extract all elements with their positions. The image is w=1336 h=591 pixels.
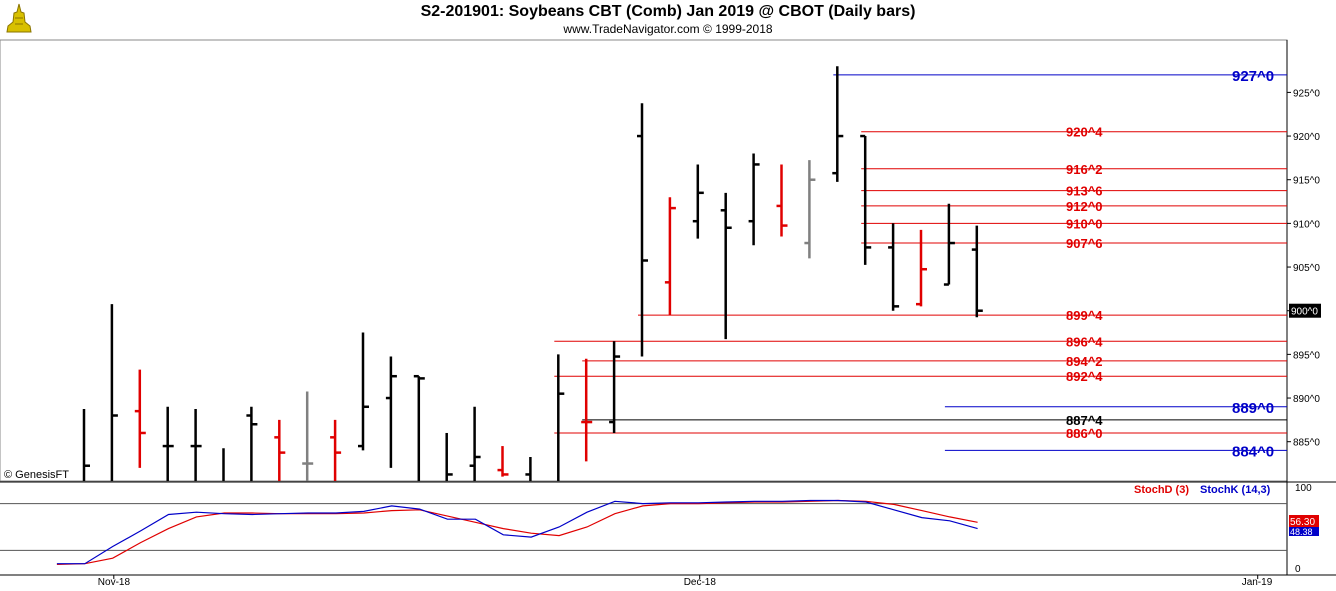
- ohlc-bar: [943, 203, 955, 286]
- level-label: 887^4: [1066, 413, 1103, 428]
- chart-title: S2-201901: Soybeans CBT (Comb) Jan 2019 …: [420, 3, 916, 20]
- ohlc-bar: [110, 304, 118, 481]
- ohlc-bar: [748, 153, 760, 246]
- ohlc-bar: [358, 332, 369, 451]
- ohlc-bars: [82, 66, 983, 481]
- ohlc-bar: [82, 408, 90, 481]
- ohlc-bar: [720, 192, 732, 340]
- price-axis: 925^0 920^0 915^0 910^0 905^0 900^0 895^0 890^0…: [1287, 88, 1321, 449]
- chart-frame: [0, 39, 1336, 575]
- ohlc-bar: [190, 408, 202, 481]
- ohlc-bar: [246, 406, 258, 481]
- ohlc-bar: [609, 341, 621, 433]
- price-tick-label: 920^0: [1293, 132, 1320, 143]
- ohlc-bar: [497, 446, 509, 477]
- ohlc-bar: [274, 419, 286, 481]
- tradenavigator-logo-icon: [4, 2, 34, 39]
- price-tick-label: 915^0: [1293, 176, 1320, 187]
- level-label: 916^2: [1066, 162, 1103, 177]
- watermark: © GenesisFT: [4, 469, 69, 481]
- ohlc-bar: [888, 223, 900, 311]
- level-label: 912^0: [1066, 199, 1103, 214]
- ohlc-bar: [525, 456, 532, 481]
- date-tick-label: Dec-18: [684, 577, 717, 588]
- price-tick-label: 925^0: [1293, 88, 1320, 99]
- ohlc-bar: [776, 164, 788, 237]
- ohlc-bar: [385, 356, 397, 468]
- stoch-k-line: [56, 499, 978, 565]
- ohlc-bar: [692, 164, 704, 239]
- ohlc-bar: [804, 160, 816, 259]
- last-price-label: 900^0: [1291, 307, 1318, 318]
- date-axis: Nov-18 Dec-18 Jan-19: [98, 575, 1273, 588]
- chart-subtitle: www.TradeNavigator.com © 1999-2018: [563, 22, 773, 36]
- ohlc-bar: [637, 103, 648, 357]
- ohlc-bar: [413, 374, 425, 481]
- last-price-marker: [1289, 303, 1321, 318]
- ohlc-bar: [134, 369, 146, 468]
- ohlc-bar: [581, 358, 593, 462]
- stoch-k-value-label: 48.38: [1290, 527, 1313, 537]
- level-label: 886^0: [1066, 426, 1103, 441]
- ohlc-bar: [916, 229, 927, 307]
- level-label: 884^0: [1232, 443, 1274, 460]
- ohlc-bar: [469, 406, 481, 481]
- ohlc-bar: [557, 354, 565, 481]
- ohlc-bar: [832, 66, 844, 182]
- ohlc-bar: [445, 432, 453, 481]
- stoch-d-legend: StochD (3): [1134, 484, 1189, 496]
- level-label: 889^0: [1232, 400, 1274, 417]
- ohlc-bar: [162, 406, 174, 481]
- stoch-d-line: [56, 499, 978, 565]
- stoch-k-legend: StochK (14,3): [1200, 484, 1271, 496]
- level-label: 899^4: [1066, 308, 1103, 323]
- stoch-tick-label: 100: [1295, 483, 1312, 494]
- stoch-tick-label: 0: [1295, 564, 1301, 575]
- level-label: 907^6: [1066, 236, 1103, 251]
- level-label: 920^4: [1066, 125, 1103, 140]
- level-label: 896^4: [1066, 334, 1103, 349]
- level-label: 894^2: [1066, 354, 1103, 369]
- price-tick-label: 910^0: [1293, 219, 1320, 230]
- price-tick-label: 885^0: [1293, 438, 1320, 449]
- stoch-d-value-label: 56.30: [1290, 517, 1315, 528]
- date-tick-label: Nov-18: [98, 577, 131, 588]
- price-tick-label: 890^0: [1293, 394, 1320, 405]
- level-label: 913^6: [1066, 184, 1103, 199]
- stoch-d-value-marker: [1289, 515, 1319, 527]
- price-tick-label: 895^0: [1293, 350, 1320, 361]
- level-label: 892^4: [1066, 369, 1103, 384]
- ohlc-bar: [664, 197, 676, 316]
- date-tick-label: Jan-19: [1242, 577, 1273, 588]
- ohlc-bar: [860, 134, 872, 265]
- level-label: 927^0: [1232, 68, 1274, 85]
- ohlc-bar: [971, 225, 983, 318]
- stoch-k-value-marker: [1289, 527, 1319, 536]
- ohlc-bar: [302, 391, 314, 481]
- ohlc-bar: [330, 419, 342, 481]
- price-tick-label: 905^0: [1293, 263, 1320, 274]
- level-label: 910^0: [1066, 216, 1103, 231]
